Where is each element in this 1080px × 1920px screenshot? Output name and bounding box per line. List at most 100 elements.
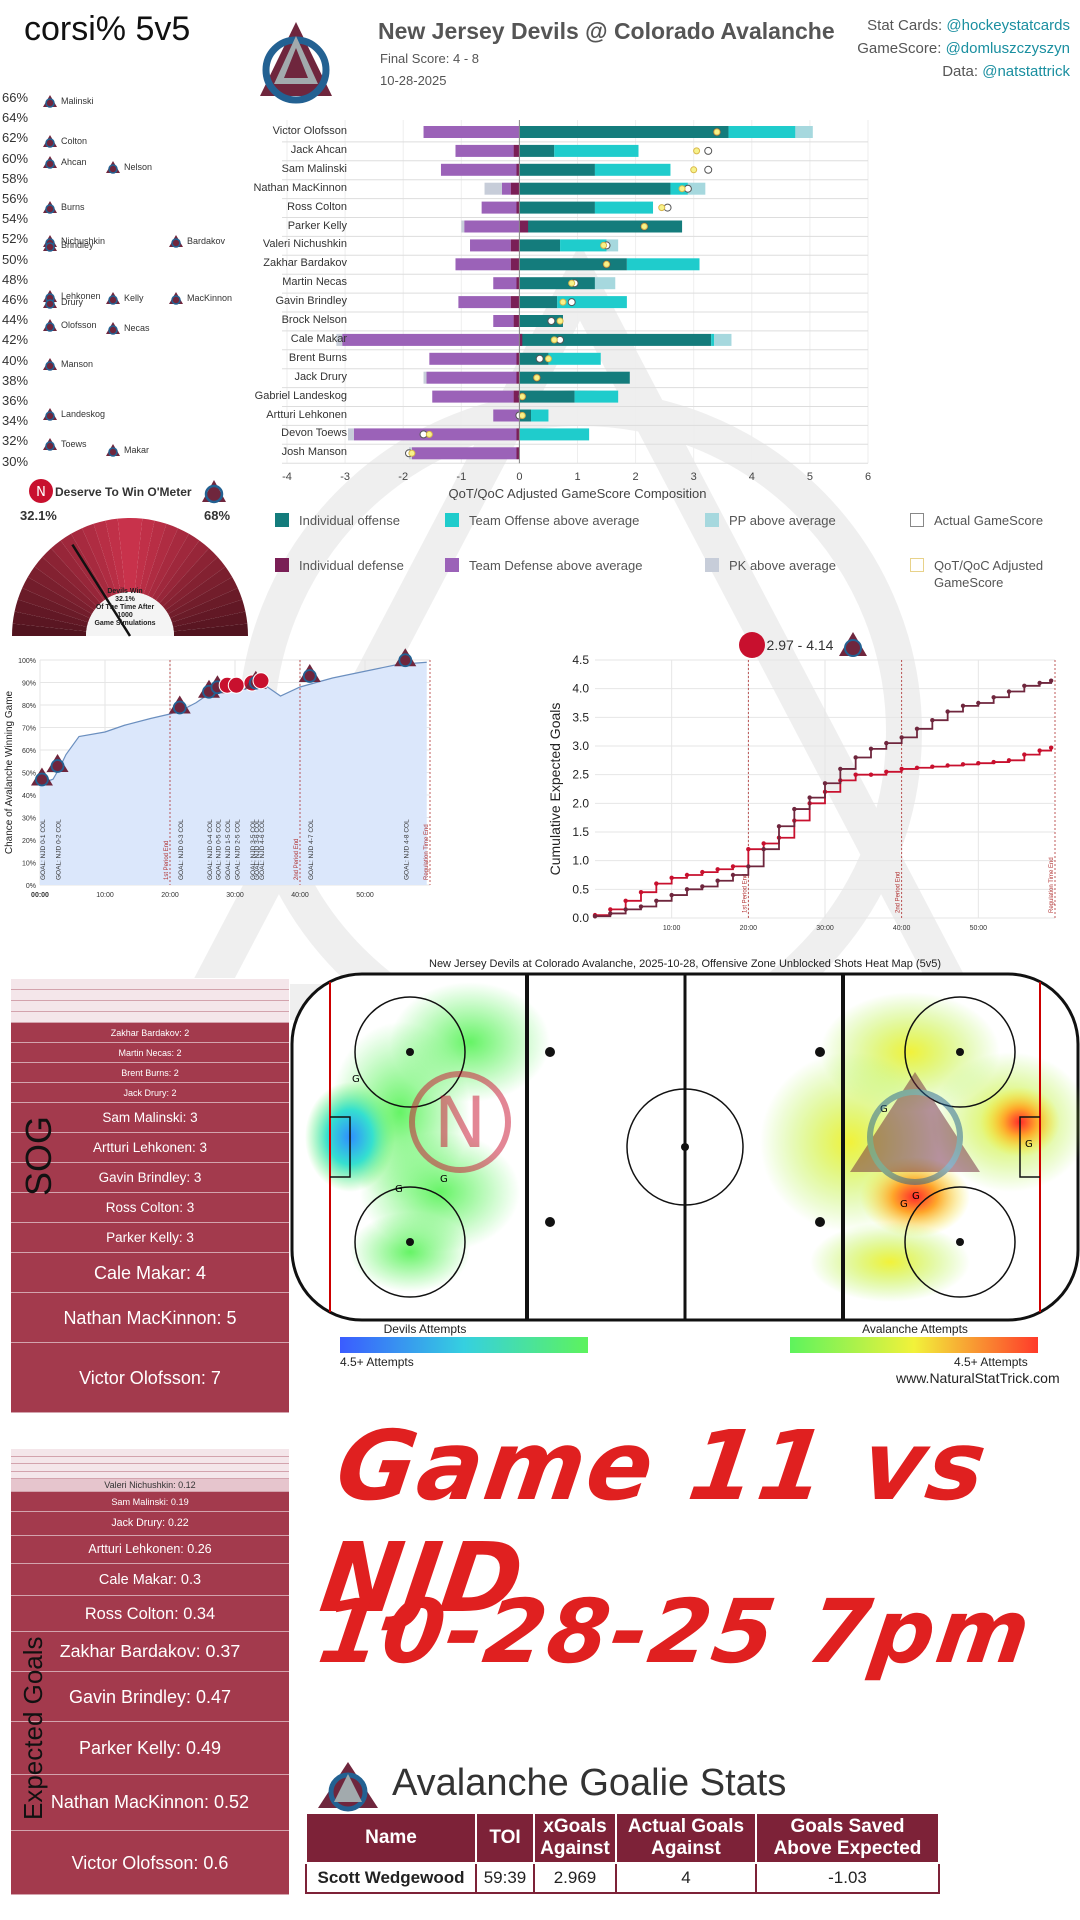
gauge-segment bbox=[171, 599, 246, 627]
legend-swatch bbox=[275, 558, 289, 572]
gamescore-bar-segment bbox=[353, 428, 517, 441]
x-tick-label: 10:00 bbox=[663, 925, 681, 932]
column-header: xGoals Against bbox=[533, 1812, 617, 1864]
gamescore-bar-segment bbox=[484, 182, 502, 195]
xg-shot-point bbox=[899, 766, 904, 772]
y-tick-label: 90% bbox=[22, 681, 36, 688]
gauge-segment bbox=[105, 518, 126, 593]
credit-handle[interactable]: @domluszczyszyn bbox=[945, 40, 1070, 57]
credit-handle[interactable]: @hockeystatcards bbox=[946, 17, 1070, 34]
avalanche-goal-icon bbox=[46, 754, 69, 773]
corsi-player-name: Lehkonen bbox=[61, 290, 101, 301]
xg-shot-point bbox=[976, 700, 981, 706]
x-tick-label: 00:00 bbox=[31, 892, 49, 899]
xg-shot-point bbox=[945, 763, 950, 768]
avalanche-icon bbox=[169, 292, 183, 305]
corsi-player-name: Makar bbox=[124, 444, 150, 455]
xg-shot-point bbox=[638, 904, 644, 909]
leader-bar: Jack Drury: 0.22 bbox=[11, 1512, 289, 1536]
x-tick-label: 5 bbox=[807, 471, 813, 483]
x-axis-label: QoT/QoC Adjusted GameScore Composition bbox=[449, 486, 707, 500]
gamescore-bar-segment bbox=[510, 182, 520, 195]
adjusted-gamescore-marker bbox=[533, 374, 541, 382]
gamescore-bar-segment bbox=[513, 315, 520, 327]
y-tick-label: 4.5 bbox=[572, 653, 589, 667]
corsi-tick-label: 64% bbox=[2, 110, 29, 126]
goal-label: GOAL: NJD 3-5 COL bbox=[250, 819, 257, 880]
game-date: 10-28-2025 bbox=[380, 73, 447, 88]
gamescore-player-name: Gabriel Landeskog bbox=[254, 389, 347, 402]
goalie-name: Scott Wedgewood bbox=[305, 1862, 477, 1894]
avalanche-logo bbox=[202, 480, 226, 504]
leader-bar: Jack Drury: 2 bbox=[11, 1083, 289, 1103]
adjusted-gamescore-marker bbox=[678, 185, 686, 193]
x-tick-label: -1 bbox=[456, 471, 466, 483]
y-tick-label: 60% bbox=[22, 748, 36, 755]
gamescore-bar-segment bbox=[594, 201, 654, 214]
gamescore-bar-segment bbox=[519, 277, 595, 290]
xg-shot-point bbox=[684, 887, 690, 892]
leader-bar: Gavin Brindley: 3 bbox=[11, 1163, 289, 1193]
xg-shot-point bbox=[638, 890, 644, 895]
xg-shot-point bbox=[592, 914, 598, 919]
final-score: Final Score: 4 - 8 bbox=[380, 51, 479, 66]
xg-shot-point bbox=[930, 718, 935, 723]
gamescore-player-name: Martin Necas bbox=[282, 276, 347, 289]
goal-label: GOAL: NJD 0-4 COL bbox=[207, 819, 214, 880]
adjusted-gamescore-marker bbox=[544, 355, 552, 363]
xg-shot-point bbox=[608, 907, 613, 912]
xg-shot-point bbox=[838, 766, 843, 772]
period-label: 1st Period End bbox=[164, 841, 170, 880]
avalanche-icon bbox=[43, 201, 57, 214]
corsi-player-name: Kelly bbox=[124, 293, 144, 303]
devils-goal-icon bbox=[252, 672, 270, 690]
corsi-player-marker: Toews bbox=[42, 437, 87, 452]
corsi-player-name: Ahcan bbox=[61, 156, 87, 167]
avalanche-logo bbox=[839, 632, 867, 657]
gamescore-bar-segment bbox=[493, 277, 517, 290]
gamescore-bar-segment bbox=[519, 315, 563, 327]
gamescore-bar-segment bbox=[432, 390, 514, 403]
gamescore-legend: Individual offense Team Offense above ave… bbox=[275, 512, 1075, 602]
avalanche-icon bbox=[298, 664, 321, 682]
credit-handle[interactable]: @natstattrick bbox=[982, 63, 1070, 80]
gamescore-bar-segment bbox=[501, 182, 511, 195]
y-tick-label: 4.0 bbox=[572, 682, 589, 696]
xg-shot-point bbox=[822, 781, 828, 786]
gamescore-bar-segment bbox=[510, 258, 520, 271]
column-header: Goals Saved Above Expected bbox=[755, 1812, 940, 1864]
corsi-tick-label: 30% bbox=[2, 453, 29, 469]
gamescore-bar-segment bbox=[519, 182, 671, 195]
credit-statcards: Stat Cards: @hockeystatcards bbox=[867, 17, 1070, 34]
x-tick-label: -4 bbox=[282, 471, 292, 483]
rink-heatmap: G G G G G G G N bbox=[290, 972, 1080, 1322]
gamescore-player-name: Devon Toews bbox=[281, 427, 347, 440]
gamescore-bar-segment bbox=[574, 390, 619, 403]
adjusted-gamescore-marker bbox=[408, 449, 416, 457]
goal-label: GOAL: NJD 0-5 COL bbox=[215, 819, 222, 880]
y-tick-label: 20% bbox=[22, 838, 36, 845]
corsi-player-name: Drury bbox=[61, 297, 83, 308]
gamescore-bar-segment bbox=[516, 201, 520, 214]
xg-shot-point bbox=[1022, 752, 1027, 757]
x-tick-label: 30:00 bbox=[816, 925, 834, 932]
devils-icon bbox=[252, 672, 270, 690]
x-tick-label: 40:00 bbox=[893, 925, 911, 932]
corsi-player-name: Colton bbox=[61, 136, 88, 147]
legend-label: Team Offense above average bbox=[469, 513, 640, 528]
corsi-player-name: Burns bbox=[61, 202, 85, 213]
legend-item: Individual defense bbox=[275, 557, 505, 574]
y-tick-label: 50% bbox=[22, 771, 36, 778]
legend-swatch bbox=[445, 513, 459, 527]
gauge-segment bbox=[71, 528, 113, 598]
avalanche-icon bbox=[43, 95, 57, 108]
y-tick-label: 70% bbox=[22, 726, 36, 733]
gauge-segment bbox=[170, 588, 243, 623]
xg-shot-point bbox=[730, 864, 736, 869]
period-label: Regulation Time End bbox=[424, 824, 430, 880]
svg-text:N: N bbox=[36, 485, 46, 500]
win-probability-area bbox=[40, 662, 427, 885]
legend-label: PK above average bbox=[729, 558, 836, 573]
gauge-segment bbox=[139, 520, 167, 595]
actual-gamescore-marker bbox=[547, 317, 556, 325]
